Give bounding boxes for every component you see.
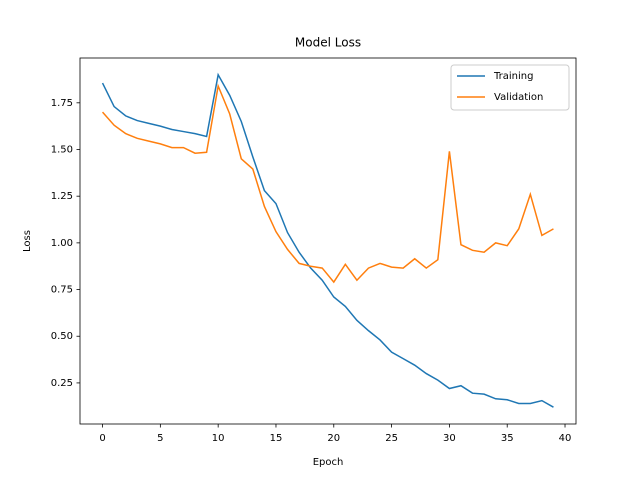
- x-tick-label: 10: [212, 433, 225, 444]
- y-tick-label: 1.00: [51, 238, 73, 249]
- y-axis-label: Loss: [22, 230, 33, 252]
- y-tick-label: 0.25: [51, 378, 73, 389]
- x-tick-label: 35: [501, 433, 514, 444]
- y-tick-label: 0.50: [51, 331, 73, 342]
- x-tick-label: 40: [559, 433, 572, 444]
- y-tick-label: 0.75: [51, 285, 73, 296]
- x-tick-label: 20: [327, 433, 340, 444]
- line-series: [101, 83, 554, 284]
- x-tick-label: 0: [99, 433, 105, 444]
- legend-label: Training: [493, 71, 533, 82]
- y-tick-label: 1.75: [51, 98, 73, 109]
- y-tick-label: 1.50: [51, 145, 73, 156]
- line-series: [101, 72, 554, 408]
- x-tick-label: 5: [157, 433, 163, 444]
- x-tick-label: 25: [385, 433, 398, 444]
- y-tick-label: 1.25: [51, 191, 73, 202]
- chart-title: Model Loss: [295, 36, 361, 50]
- x-tick-label: 15: [270, 433, 283, 444]
- legend-label: Validation: [494, 92, 543, 103]
- x-tick-label: 30: [443, 433, 456, 444]
- x-axis-label: Epoch: [313, 457, 344, 468]
- plot-frame: [79, 57, 577, 425]
